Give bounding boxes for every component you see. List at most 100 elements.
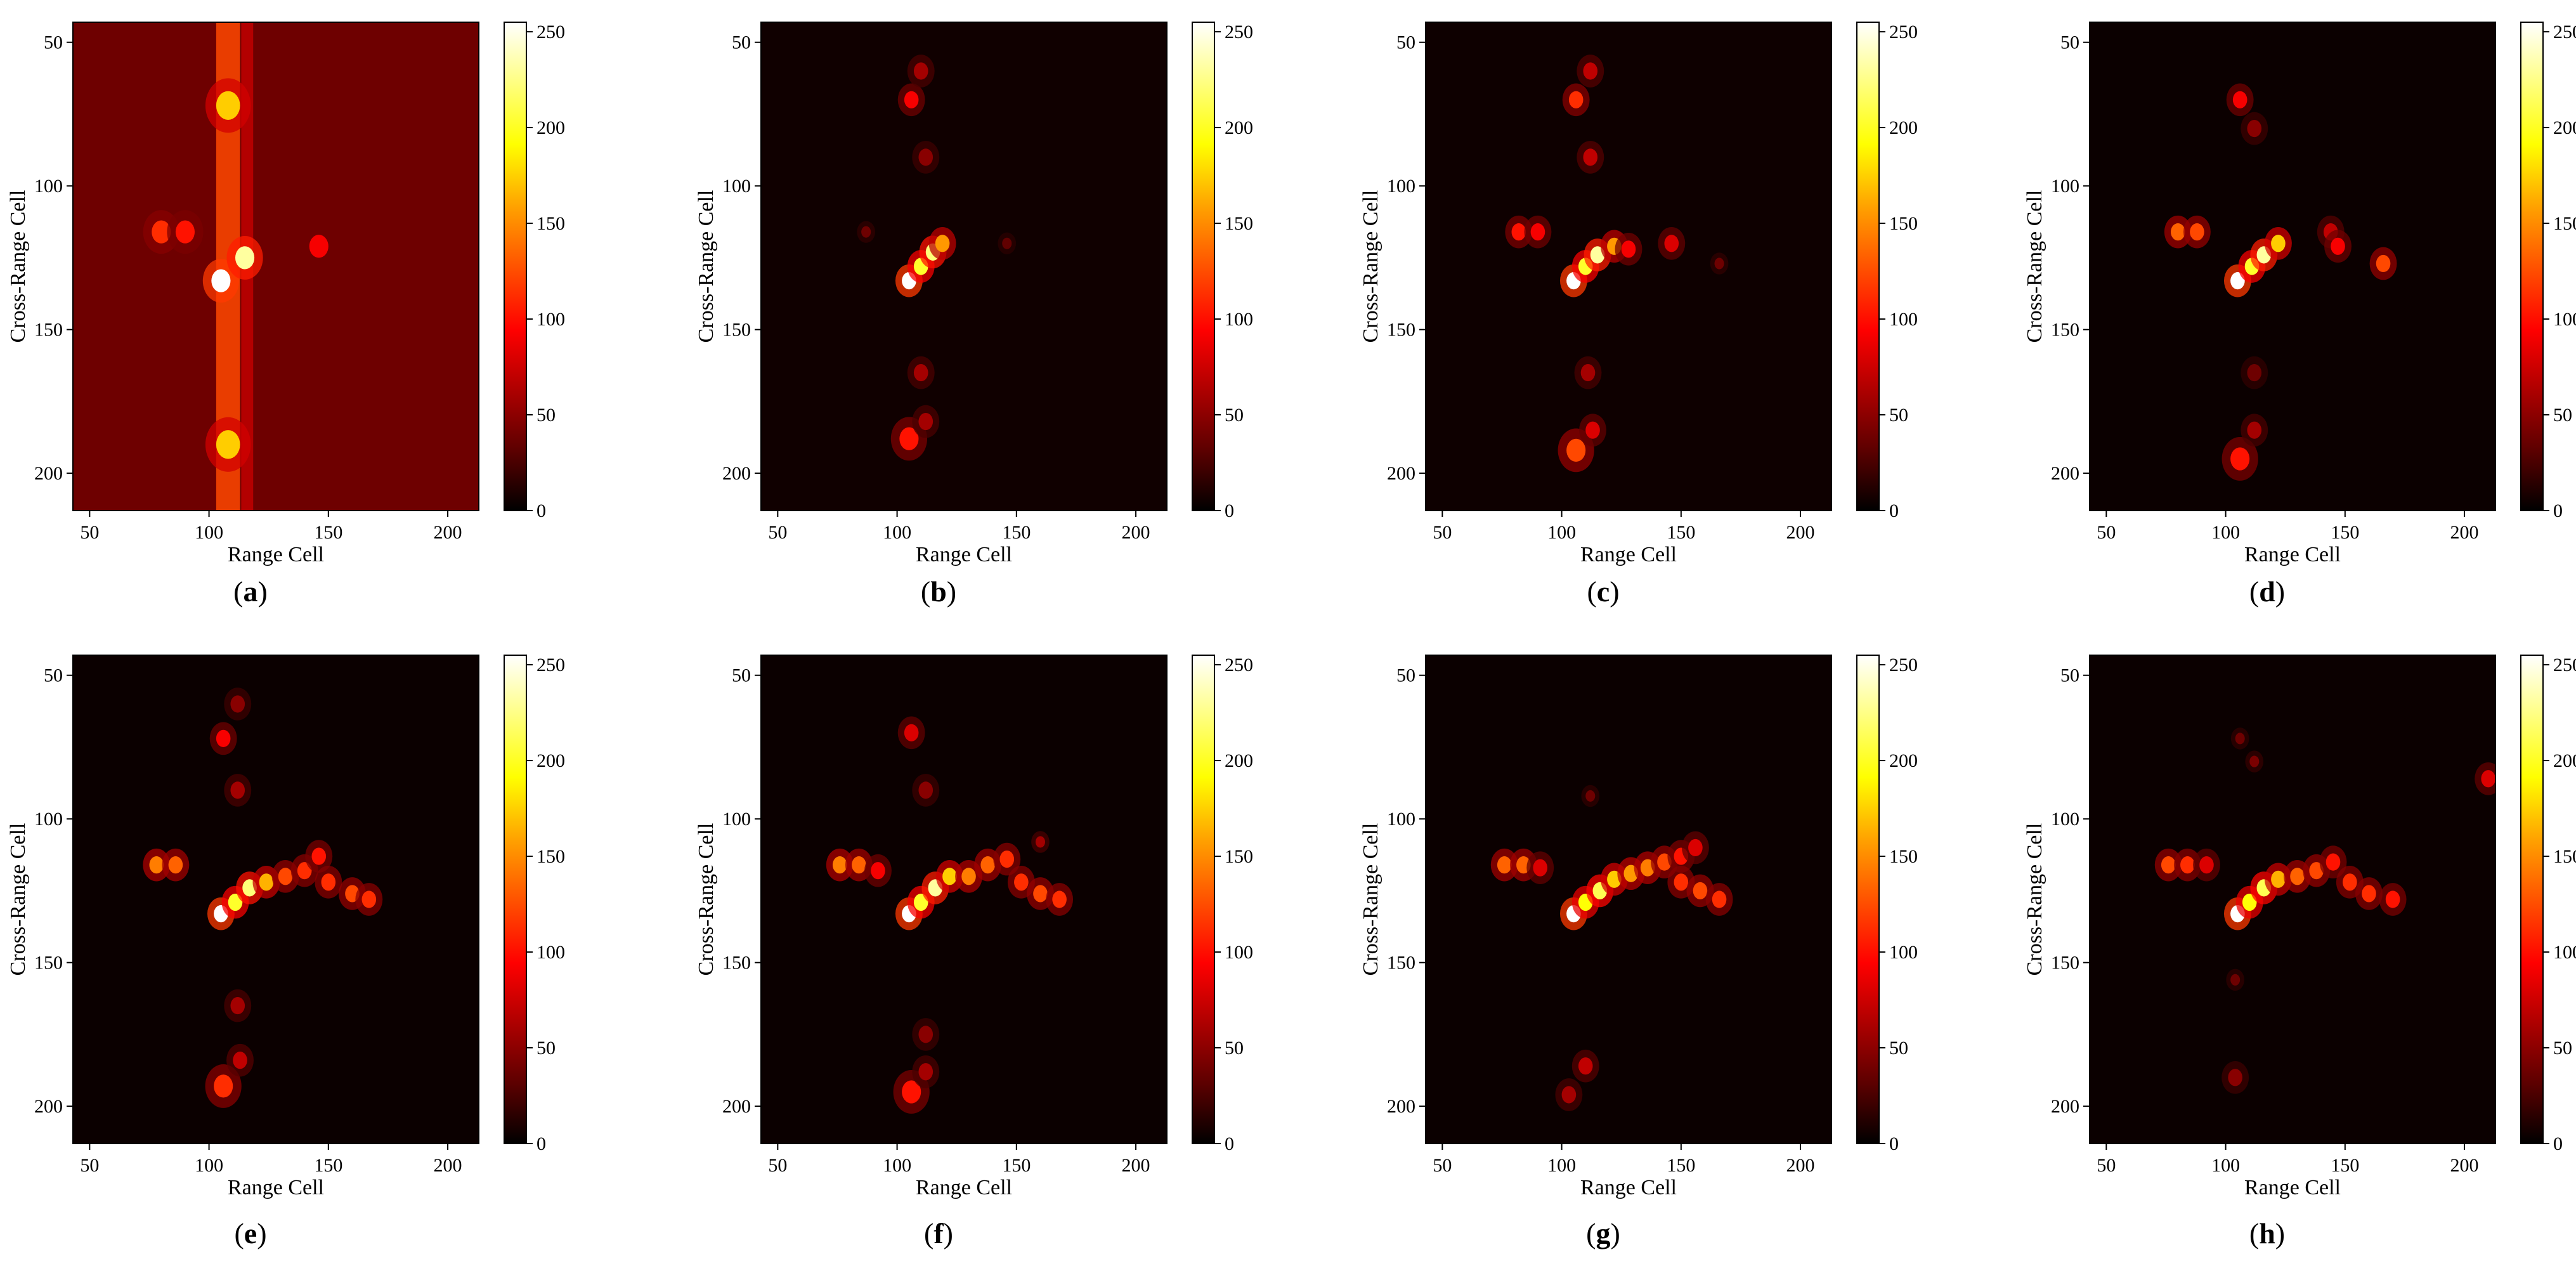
colorbar-tick-label: 0 — [2553, 1133, 2563, 1154]
heatmap-marks — [2164, 83, 2397, 481]
heatmap-peak — [321, 873, 336, 891]
heatmap-peak — [2247, 421, 2262, 439]
y-tick-label: 100 — [34, 176, 63, 197]
heatmap-peak — [918, 781, 933, 799]
heatmap-peak — [999, 851, 1015, 868]
panel-label: a — [244, 575, 258, 608]
heatmap-peak — [233, 1052, 247, 1069]
heatmap-peak — [2171, 223, 2185, 241]
x-axis-title: Range Cell — [2244, 1176, 2341, 1199]
y-tick-label: 200 — [34, 1096, 63, 1117]
panel-caption: (e) — [234, 1217, 266, 1249]
heatmap-peak — [309, 235, 329, 258]
heatmap-peak — [1566, 438, 1586, 462]
heatmap-peak — [861, 226, 871, 238]
colorbar: 0 50 100 150 200 250 — [1856, 655, 1918, 1154]
heatmap-peak — [1585, 421, 1600, 439]
heatmap-peak — [2362, 885, 2376, 903]
y-tick-label: 150 — [722, 320, 751, 341]
y-tick-label: 100 — [1387, 809, 1415, 830]
plot-frame — [72, 22, 479, 511]
colorbar-tick-label: 200 — [1889, 117, 1918, 138]
heatmap-peak — [2247, 120, 2262, 138]
colorbar-tick-label: 100 — [1225, 942, 1253, 963]
panel-label: e — [244, 1217, 257, 1249]
y-tick-label: 200 — [34, 463, 63, 484]
heatmap-marks — [1490, 785, 1733, 1111]
heatmap-peak — [2249, 755, 2260, 767]
y-tick-label: 100 — [722, 176, 751, 197]
x-tick-label: 150 — [1667, 1155, 1695, 1176]
x-tick-label: 200 — [1122, 522, 1150, 543]
colorbar-tick-label: 0 — [1889, 1133, 1899, 1154]
x-tick-label: 100 — [2211, 1155, 2240, 1176]
heatmap-background — [761, 22, 1167, 511]
y-tick-label: 50 — [2060, 32, 2079, 53]
y-tick-label: 200 — [722, 463, 751, 484]
x-tick-label: 200 — [1122, 1155, 1150, 1176]
plot-frame — [1425, 22, 1832, 511]
heatmap-peak — [1561, 1086, 1577, 1104]
heatmap-peak — [2376, 254, 2391, 273]
x-tick-label: 50 — [768, 1155, 787, 1176]
colorbar-tick-label: 50 — [1225, 405, 1244, 426]
heatmap-peak — [2230, 974, 2241, 986]
y-tick-label: 200 — [1387, 1096, 1415, 1117]
colorbar-tick-label: 250 — [537, 655, 565, 675]
heatmap-peak — [2232, 91, 2247, 108]
heatmap-peak — [149, 856, 164, 874]
heatmap-background — [761, 655, 1167, 1144]
colorbar-tick-label: 50 — [1889, 1038, 1908, 1059]
colorbar: 0 50 100 150 200 250 — [2520, 22, 2576, 521]
colorbar-tick-label: 150 — [1225, 213, 1253, 234]
heatmap-peak — [918, 148, 933, 166]
y-axis-title: Cross-Range Cell — [6, 823, 30, 976]
y-tick-label: 100 — [2051, 176, 2079, 197]
colorbar: 0 50 100 150 200 250 — [504, 22, 565, 521]
x-tick-label: 50 — [80, 522, 99, 543]
heatmap-peak — [2161, 856, 2176, 874]
panel-e: 50 100 150 200 50 100 150 200 Range Cell Cross-Ra… — [6, 655, 565, 1249]
colorbar-tick-label: 100 — [537, 309, 565, 330]
x-axis-title: Range Cell — [2244, 543, 2341, 566]
heatmap-peak — [278, 868, 293, 885]
heatmap-peak — [230, 997, 245, 1015]
plot-frame — [72, 655, 479, 1144]
heatmap-marks — [143, 22, 337, 511]
x-axis-title: Range Cell — [228, 543, 324, 566]
colorbar: 0 50 100 150 200 250 — [1192, 22, 1253, 521]
colorbar-tick-label: 100 — [1225, 309, 1253, 330]
panel-caption: (g) — [1586, 1217, 1620, 1249]
heatmap-marks — [143, 688, 383, 1108]
heatmap-peak — [361, 890, 377, 908]
y-tick-label: 50 — [44, 32, 63, 53]
colorbar-tick-label: 200 — [1889, 750, 1918, 771]
colorbar-tick-label: 250 — [2553, 655, 2576, 675]
colorbar-tick-label: 250 — [2553, 22, 2576, 42]
heatmap-peak — [1530, 223, 1545, 241]
panel-caption: (h) — [2249, 1217, 2285, 1249]
heatmap-peak — [168, 856, 183, 874]
heatmap-background — [1426, 22, 1831, 511]
colorbar-tick-label: 250 — [1889, 22, 1918, 42]
panel-caption: (f) — [924, 1217, 953, 1249]
heatmap-peak — [913, 62, 928, 80]
heatmap-peak — [2271, 870, 2286, 888]
panels-layer: 50 100 150 200 50 100 150 200 Range Cell Cross-Ra… — [6, 22, 2576, 1249]
y-tick-label: 50 — [44, 665, 63, 686]
heatmap-peak — [918, 1063, 933, 1081]
x-axis-title: Range Cell — [1580, 1176, 1677, 1199]
y-tick-label: 200 — [2051, 1096, 2079, 1117]
colorbar-tick-label: 150 — [1889, 213, 1918, 234]
colorbar-tick-label: 0 — [1889, 500, 1899, 521]
x-axis-title: Range Cell — [1580, 543, 1677, 566]
panel-a: 50 100 150 200 50 100 150 200 Range Cell Cross-Ra… — [6, 22, 565, 608]
y-tick-label: 100 — [722, 809, 751, 830]
heatmap-marks — [1505, 55, 1729, 473]
heatmap-peak — [2242, 893, 2257, 911]
x-tick-label: 150 — [314, 522, 342, 543]
y-tick-label: 150 — [34, 320, 63, 341]
heatmap-peak — [230, 695, 245, 713]
heatmap-peak — [2331, 237, 2345, 255]
heatmap-peak — [1035, 836, 1045, 848]
